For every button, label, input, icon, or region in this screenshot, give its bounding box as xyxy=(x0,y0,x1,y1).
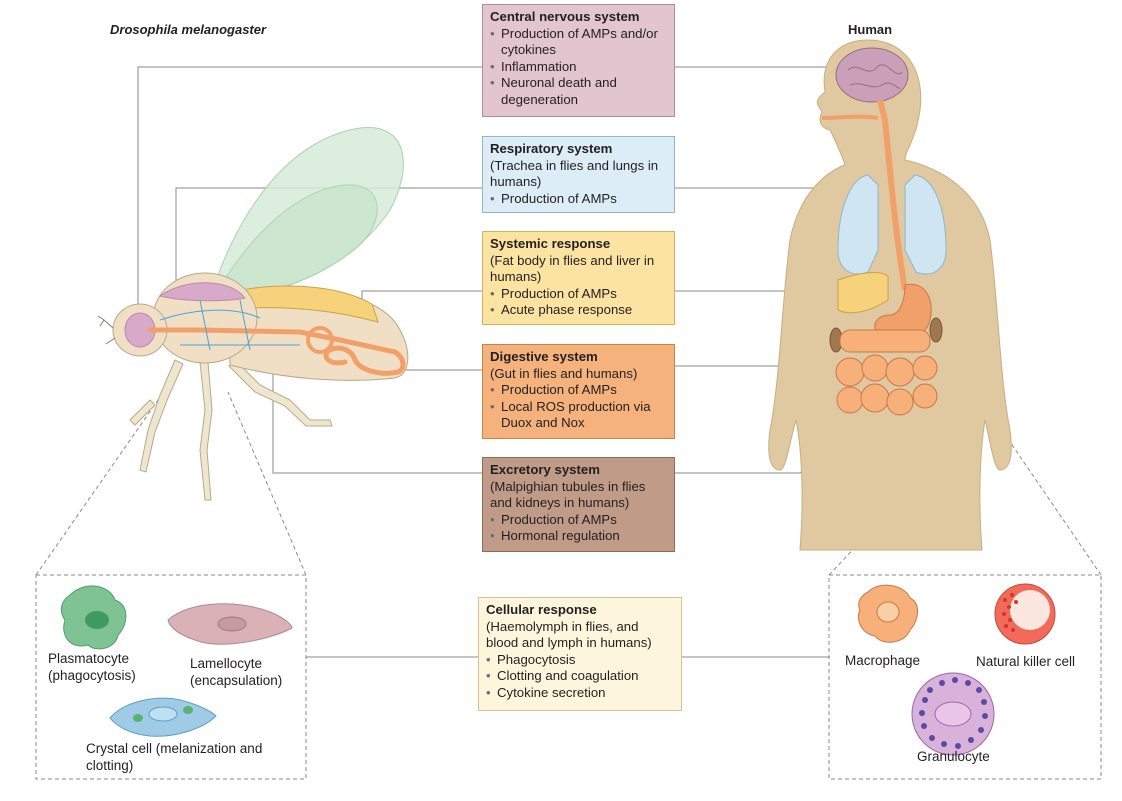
bullet: Hormonal regulation xyxy=(490,528,667,545)
crystal-cell xyxy=(109,697,217,737)
systemic-box: Systemic response (Fat body in flies and… xyxy=(482,231,675,325)
bullet: Cytokine secretion xyxy=(486,685,674,702)
plasmatocyte-label: Plasmatocyte (phagocytosis) xyxy=(48,651,136,683)
plasmatocyte-cell xyxy=(60,585,127,650)
lamellocyte-cell xyxy=(167,603,293,645)
box-subtitle: (Fat body in flies and liver in humans) xyxy=(490,252,655,285)
bullet: Neuronal death and degeneration xyxy=(490,75,667,108)
excretory-connector-fly xyxy=(272,340,482,474)
box-title: Excretory system xyxy=(490,462,600,477)
excretory-box: Excretory system (Malpighian tubules in … xyxy=(482,457,675,552)
cns-connector-fly xyxy=(137,66,482,320)
macrophage-label: Macrophage xyxy=(845,653,921,668)
macrophage-cell xyxy=(857,584,918,643)
fly-heading: Drosophila melanogaster xyxy=(110,22,267,37)
bullet: Acute phase response xyxy=(490,302,667,319)
box-title: Digestive system xyxy=(490,349,598,364)
human-cells-frame xyxy=(828,574,1102,780)
box-title: Central nervous system xyxy=(490,9,640,24)
human-heading: Human xyxy=(848,22,893,37)
natural-killer-label: Natural killer cell xyxy=(976,654,1076,669)
box-subtitle: (Malpighian tubules in flies and kidneys… xyxy=(490,478,646,511)
respiratory-box: Respiratory system (Trachea in flies and… xyxy=(482,136,675,213)
bullet: Production of AMPs xyxy=(490,382,667,399)
box-subtitle: (Gut in flies and humans) xyxy=(490,365,638,381)
box-subtitle: (Haemolymph in flies, and blood and lymp… xyxy=(486,618,652,651)
bullet: Production of AMPs and/or cytokines xyxy=(490,26,667,59)
digestive-box: Digestive system (Gut in flies and human… xyxy=(482,344,675,439)
natural-killer-cell xyxy=(994,583,1056,645)
box-subtitle: (Trachea in flies and lungs in humans) xyxy=(490,157,659,190)
bullet: Clotting and coagulation xyxy=(486,668,674,685)
human-illustration xyxy=(768,39,1012,551)
cellular-box: Cellular response (Haemolymph in flies, … xyxy=(478,597,682,711)
bullet: Production of AMPs xyxy=(490,286,667,303)
box-title: Respiratory system xyxy=(490,141,613,156)
box-title: Cellular response xyxy=(486,602,597,617)
granulocyte-label: Granulocyte xyxy=(917,749,990,764)
fly-cells-frame xyxy=(35,574,307,780)
bullet: Production of AMPs xyxy=(490,512,667,529)
granulocyte-cell xyxy=(911,672,995,756)
bullet: Production of AMPs xyxy=(490,191,667,208)
cns-box: Central nervous system Production of AMP… xyxy=(482,4,675,117)
box-title: Systemic response xyxy=(490,236,611,251)
bullet: Inflammation xyxy=(490,59,667,76)
fly-illustration xyxy=(97,127,409,501)
bullet: Local ROS production via Duox and Nox xyxy=(490,399,667,432)
bullet: Phagocytosis xyxy=(486,652,674,669)
lamellocyte-label: Lamellocyte (encapsulation) xyxy=(190,656,283,688)
crystal-cell-label: Crystal cell (melanization and clotting) xyxy=(86,741,263,773)
